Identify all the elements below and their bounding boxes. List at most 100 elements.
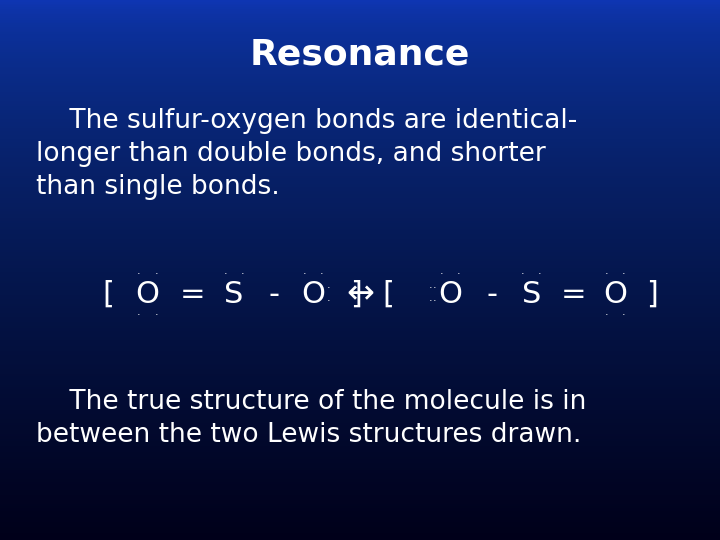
Bar — [0, 400, 720, 401]
Bar — [0, 227, 720, 228]
Bar — [0, 196, 720, 198]
Bar — [0, 150, 720, 151]
Bar — [0, 104, 720, 106]
Bar — [0, 425, 720, 427]
Text: ·: · — [538, 269, 542, 279]
Bar — [0, 434, 720, 436]
Bar — [0, 173, 720, 174]
Bar — [0, 502, 720, 504]
Bar — [0, 216, 720, 218]
Text: ·: · — [432, 296, 436, 306]
Bar — [0, 351, 720, 353]
Bar — [0, 49, 720, 50]
Bar — [0, 409, 720, 410]
Bar — [0, 178, 720, 180]
Bar — [0, 463, 720, 464]
Bar — [0, 363, 720, 366]
Bar — [0, 193, 720, 194]
Bar — [0, 211, 720, 212]
Text: ·: · — [302, 269, 307, 279]
Bar — [0, 207, 720, 209]
Bar — [0, 189, 720, 191]
Bar — [0, 115, 720, 117]
Bar — [0, 292, 720, 293]
Bar — [0, 126, 720, 128]
Bar — [0, 142, 720, 144]
Bar — [0, 306, 720, 308]
Text: ·: · — [604, 310, 608, 320]
Bar — [0, 461, 720, 463]
Bar — [0, 236, 720, 238]
Bar — [0, 466, 720, 468]
Bar — [0, 459, 720, 461]
Bar — [0, 477, 720, 479]
Bar — [0, 66, 720, 69]
Bar — [0, 525, 720, 528]
Bar — [0, 23, 720, 25]
Bar — [0, 346, 720, 347]
Bar — [0, 457, 720, 459]
Bar — [0, 358, 720, 360]
Bar — [0, 101, 720, 103]
Bar — [0, 36, 720, 38]
Bar — [0, 439, 720, 441]
Bar — [0, 231, 720, 232]
Bar — [0, 263, 720, 265]
Bar — [0, 452, 720, 454]
Bar — [0, 34, 720, 36]
Bar — [0, 50, 720, 52]
Bar — [0, 144, 720, 146]
Bar — [0, 106, 720, 108]
Text: ·: · — [432, 283, 436, 293]
Bar — [0, 58, 720, 59]
Text: ·: · — [327, 283, 331, 293]
Bar — [0, 455, 720, 457]
Bar — [0, 151, 720, 153]
Bar — [0, 157, 720, 158]
Bar — [0, 59, 720, 61]
Text: ]: ] — [647, 280, 658, 309]
Bar — [0, 43, 720, 45]
Bar — [0, 212, 720, 214]
Bar — [0, 86, 720, 88]
Bar — [0, 239, 720, 241]
Text: Resonance: Resonance — [250, 38, 470, 72]
Bar — [0, 390, 720, 393]
Bar — [0, 133, 720, 135]
Bar — [0, 535, 720, 536]
Text: S: S — [225, 280, 243, 309]
Bar — [0, 117, 720, 119]
Bar — [0, 474, 720, 475]
Bar — [0, 241, 720, 243]
Text: O: O — [135, 280, 160, 309]
Bar — [0, 464, 720, 466]
Bar — [0, 312, 720, 313]
Text: ·: · — [137, 310, 141, 320]
Bar — [0, 85, 720, 86]
Bar — [0, 282, 720, 285]
Bar — [0, 96, 720, 97]
Bar — [0, 405, 720, 407]
Bar — [0, 417, 720, 420]
Bar — [0, 529, 720, 531]
Bar — [0, 401, 720, 403]
Bar — [0, 349, 720, 351]
Bar — [0, 137, 720, 139]
Text: The true structure of the molecule is in
between the two Lewis structures drawn.: The true structure of the molecule is in… — [36, 389, 586, 448]
Bar — [0, 254, 720, 255]
Bar — [0, 410, 720, 412]
Text: The sulfur-oxygen bonds are identical-
longer than double bonds, and shorter
tha: The sulfur-oxygen bonds are identical- l… — [36, 108, 577, 200]
Bar — [0, 437, 720, 439]
Text: ·: · — [327, 296, 331, 306]
Bar — [0, 160, 720, 162]
Bar — [0, 27, 720, 29]
Bar — [0, 313, 720, 315]
Bar — [0, 297, 720, 299]
Text: O: O — [603, 280, 627, 309]
Bar — [0, 200, 720, 201]
Bar — [0, 90, 720, 92]
Bar — [0, 169, 720, 171]
Bar — [0, 2, 720, 4]
Bar — [0, 252, 720, 254]
Bar — [0, 11, 720, 12]
